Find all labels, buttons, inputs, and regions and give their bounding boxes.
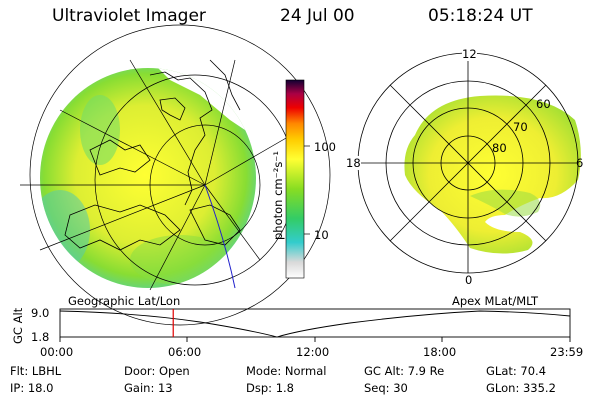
mlat-label-60: 60 xyxy=(536,97,551,111)
mlat-label-70: 70 xyxy=(513,120,528,134)
alt-xtick-1: 06:00 xyxy=(168,345,202,359)
status-glon: GLon: 335.2 xyxy=(486,381,556,395)
status-gain: Gain: 13 xyxy=(124,381,173,395)
colorbar-tick-10: 10 xyxy=(314,228,329,242)
altitude-plot xyxy=(59,308,571,342)
geographic-panel-label: Geographic Lat/Lon xyxy=(68,294,181,308)
alt-ytick-min: 1.8 xyxy=(31,330,50,344)
status-ip: IP: 18.0 xyxy=(10,381,54,395)
status-seq: Seq: 30 xyxy=(364,381,408,395)
alt-xtick-4: 23:59 xyxy=(550,345,584,359)
apex-panel-label: Apex MLat/MLT xyxy=(452,294,539,308)
alt-ylabel: GC Alt xyxy=(11,307,25,344)
alt-ytick-max: 9.0 xyxy=(31,306,50,320)
status-dsp: Dsp: 1.8 xyxy=(246,381,294,395)
colorbar-tick-100: 100 xyxy=(314,140,336,154)
alt-xtick-2: 12:00 xyxy=(296,345,330,359)
status-glat: GLat: 70.4 xyxy=(486,364,547,378)
mlt-label-0: 0 xyxy=(465,273,473,287)
status-flt: Flt: LBHL xyxy=(10,364,62,378)
status-door: Door: Open xyxy=(124,364,190,378)
status-mode: Mode: Normal xyxy=(246,364,327,378)
mlt-polar-plot xyxy=(357,52,581,274)
geographic-image xyxy=(20,24,331,326)
time-label: 05:18:24 UT xyxy=(428,6,533,26)
mlt-label-12: 12 xyxy=(462,47,477,61)
date-label: 24 Jul 00 xyxy=(280,6,355,26)
instrument-title: Ultraviolet Imager xyxy=(52,6,206,26)
alt-xtick-3: 18:00 xyxy=(423,345,457,359)
mlt-label-18: 18 xyxy=(346,156,361,170)
colorbar xyxy=(285,79,310,279)
mlat-label-80: 80 xyxy=(492,141,507,155)
mlt-label-6: 6 xyxy=(576,156,584,170)
colorbar-unit: photon cm⁻²s⁻¹ xyxy=(271,151,285,240)
status-gc-alt: GC Alt: 7.9 Re xyxy=(364,364,445,378)
alt-xtick-0: 00:00 xyxy=(40,345,74,359)
